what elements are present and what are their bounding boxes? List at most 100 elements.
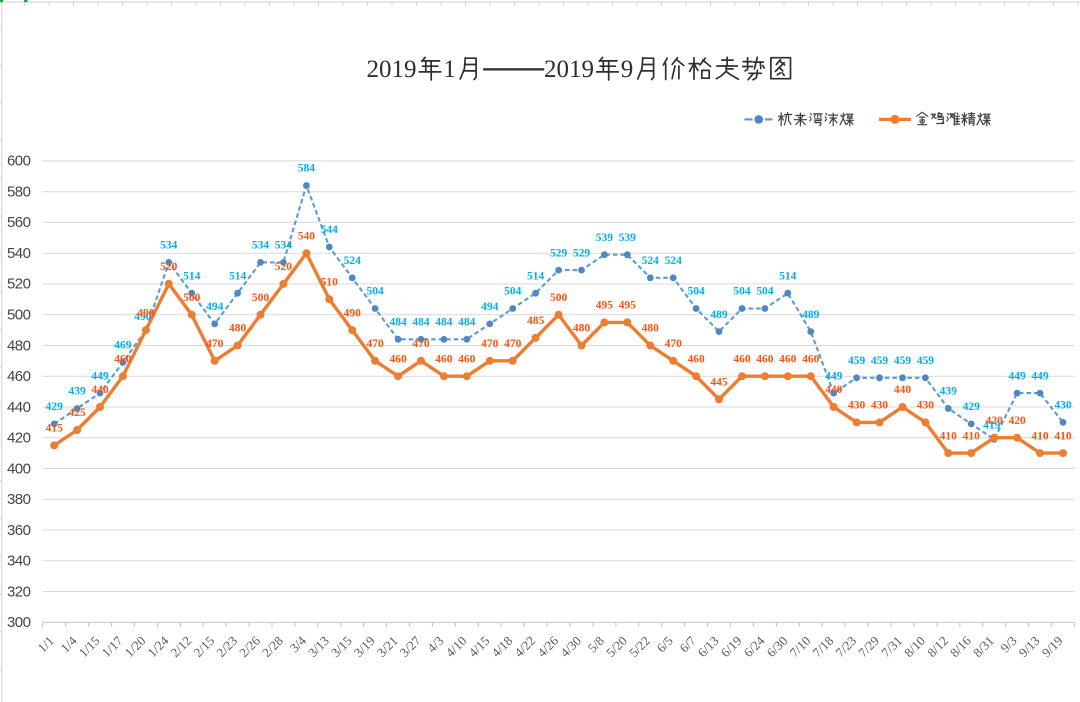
svg-text:460: 460 xyxy=(733,353,751,365)
svg-text:430: 430 xyxy=(848,400,866,412)
svg-text:534: 534 xyxy=(160,240,178,252)
svg-text:514: 514 xyxy=(527,270,545,282)
svg-text:484: 484 xyxy=(435,317,453,329)
svg-text:470: 470 xyxy=(412,338,430,350)
svg-text:504: 504 xyxy=(733,286,751,298)
svg-text:524: 524 xyxy=(665,255,683,267)
svg-text:420: 420 xyxy=(7,430,31,447)
svg-text:410: 410 xyxy=(940,430,958,442)
svg-text:470: 470 xyxy=(665,338,683,350)
svg-text:449: 449 xyxy=(91,370,109,382)
svg-text:495: 495 xyxy=(596,300,614,312)
svg-text:480: 480 xyxy=(7,337,31,354)
svg-text:484: 484 xyxy=(412,317,430,329)
svg-text:470: 470 xyxy=(504,338,522,350)
svg-text:439: 439 xyxy=(940,386,958,398)
svg-text:460: 460 xyxy=(802,353,820,365)
svg-text:429: 429 xyxy=(963,401,981,413)
svg-text:544: 544 xyxy=(321,224,339,236)
svg-text:514: 514 xyxy=(183,270,201,282)
svg-text:459: 459 xyxy=(917,355,935,367)
svg-text:2019: 2019 xyxy=(544,56,594,83)
svg-text:419: 419 xyxy=(983,420,1001,432)
svg-text:524: 524 xyxy=(642,255,660,267)
svg-text:529: 529 xyxy=(550,247,568,259)
svg-text:500: 500 xyxy=(550,292,568,304)
svg-text:524: 524 xyxy=(344,255,362,267)
svg-text:429: 429 xyxy=(46,401,64,413)
svg-text:495: 495 xyxy=(619,300,637,312)
svg-text:460: 460 xyxy=(756,353,774,365)
svg-text:560: 560 xyxy=(7,214,31,231)
svg-text:449: 449 xyxy=(825,370,843,382)
svg-text:484: 484 xyxy=(458,317,476,329)
svg-text:430: 430 xyxy=(917,400,935,412)
svg-text:584: 584 xyxy=(298,163,316,175)
svg-text:320: 320 xyxy=(7,583,31,600)
svg-text:494: 494 xyxy=(481,301,499,313)
svg-text:459: 459 xyxy=(894,355,912,367)
svg-text:360: 360 xyxy=(7,522,31,539)
svg-text:539: 539 xyxy=(596,232,614,244)
svg-text:430: 430 xyxy=(871,400,889,412)
svg-text:420: 420 xyxy=(986,415,1004,427)
svg-text:470: 470 xyxy=(206,338,224,350)
svg-text:540: 540 xyxy=(7,245,31,262)
svg-text:469: 469 xyxy=(114,340,132,352)
svg-text:430: 430 xyxy=(1054,400,1072,412)
svg-text:459: 459 xyxy=(848,355,866,367)
svg-text:490: 490 xyxy=(344,307,362,319)
svg-text:504: 504 xyxy=(504,286,522,298)
svg-text:340: 340 xyxy=(7,553,31,570)
svg-text:440: 440 xyxy=(91,384,109,396)
svg-text:470: 470 xyxy=(481,338,499,350)
svg-text:600: 600 xyxy=(7,153,31,170)
svg-text:480: 480 xyxy=(229,323,247,335)
svg-text:490: 490 xyxy=(137,307,155,319)
svg-text:460: 460 xyxy=(114,353,132,365)
svg-text:489: 489 xyxy=(710,309,728,321)
svg-text:494: 494 xyxy=(206,301,224,313)
svg-text:449: 449 xyxy=(1031,370,1049,382)
svg-text:410: 410 xyxy=(1054,430,1072,442)
svg-text:480: 480 xyxy=(642,323,660,335)
svg-text:460: 460 xyxy=(389,353,407,365)
svg-text:460: 460 xyxy=(458,353,476,365)
svg-text:485: 485 xyxy=(527,315,545,327)
svg-text:2019: 2019 xyxy=(367,56,417,83)
svg-text:1: 1 xyxy=(443,56,456,83)
svg-text:440: 440 xyxy=(7,399,31,416)
svg-text:440: 440 xyxy=(894,384,912,396)
svg-text:410: 410 xyxy=(1031,430,1049,442)
svg-text:489: 489 xyxy=(802,309,820,321)
svg-text:520: 520 xyxy=(160,261,178,273)
svg-text:9: 9 xyxy=(621,56,634,83)
svg-text:504: 504 xyxy=(366,286,384,298)
svg-text:420: 420 xyxy=(1008,415,1026,427)
svg-text:440: 440 xyxy=(825,384,843,396)
svg-text:514: 514 xyxy=(229,270,247,282)
svg-text:470: 470 xyxy=(366,338,384,350)
svg-text:425: 425 xyxy=(68,407,86,419)
svg-text:439: 439 xyxy=(68,386,86,398)
svg-text:534: 534 xyxy=(275,240,293,252)
svg-text:300: 300 xyxy=(7,614,31,631)
svg-text:504: 504 xyxy=(756,286,774,298)
svg-text:490: 490 xyxy=(134,311,152,323)
svg-text:534: 534 xyxy=(252,240,270,252)
svg-text:410: 410 xyxy=(963,430,981,442)
svg-text:529: 529 xyxy=(573,247,591,259)
svg-text:400: 400 xyxy=(7,460,31,477)
svg-text:504: 504 xyxy=(687,286,705,298)
svg-text:460: 460 xyxy=(779,353,797,365)
svg-text:415: 415 xyxy=(46,423,64,435)
svg-text:520: 520 xyxy=(7,276,31,293)
svg-text:445: 445 xyxy=(710,377,728,389)
svg-text:500: 500 xyxy=(183,292,201,304)
svg-text:459: 459 xyxy=(871,355,889,367)
svg-text:520: 520 xyxy=(275,261,293,273)
svg-text:460: 460 xyxy=(7,368,31,385)
svg-text:510: 510 xyxy=(321,277,339,289)
svg-text:580: 580 xyxy=(7,184,31,201)
svg-text:514: 514 xyxy=(779,270,797,282)
